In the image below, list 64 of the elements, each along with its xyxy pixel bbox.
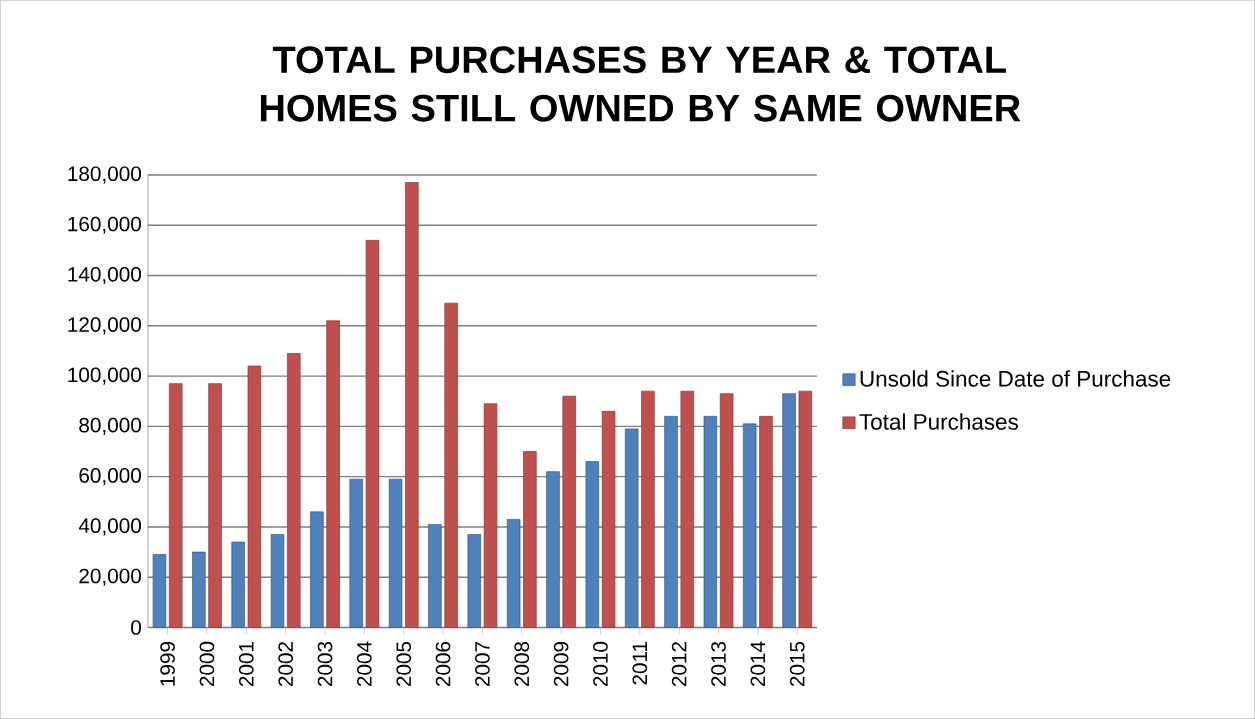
x-tick-label: 2005 (396, 641, 412, 687)
x-tick-label: 2010 (593, 641, 608, 687)
bar (231, 541, 245, 628)
bar (703, 416, 718, 628)
legend-label: Unsold Since Date of Purchase (860, 370, 1171, 387)
bar (152, 554, 167, 628)
x-tick-label: 2003 (317, 641, 333, 687)
bar (798, 390, 813, 628)
bar (664, 416, 678, 628)
x-tick-label: 2007 (475, 642, 490, 687)
bar (680, 390, 695, 628)
x-tick-label: 2002 (278, 642, 293, 687)
y-tick-label: 0 (131, 620, 142, 635)
bar (506, 519, 521, 628)
bar (310, 511, 324, 628)
bar (365, 240, 380, 628)
bar (405, 182, 419, 628)
x-tick-label: 2012 (671, 642, 687, 687)
bar (270, 534, 285, 628)
x-tick-label: 2006 (435, 641, 451, 687)
y-tick-label: 60,000 (79, 468, 141, 486)
x-tick-label: 2009 (553, 642, 569, 687)
bar (247, 365, 262, 628)
x-tick-label: 2015 (789, 641, 805, 687)
x-tick-label: 2008 (514, 641, 530, 687)
bar (601, 411, 616, 628)
y-tick-label: 180,000 (68, 166, 141, 184)
bar (192, 551, 206, 628)
bar (483, 403, 498, 628)
bar (388, 478, 403, 628)
bar (428, 524, 442, 628)
bar (641, 390, 655, 628)
y-tick-label: 140,000 (68, 267, 141, 285)
x-tick-label: 1999 (160, 642, 175, 686)
bar (467, 534, 482, 628)
y-tick-label: 40,000 (78, 518, 141, 536)
bar (349, 478, 363, 628)
bar (208, 383, 222, 628)
legend-label: Total Purchases (859, 413, 1019, 430)
x-tick-label: 2001 (238, 642, 254, 687)
chart-title: TOTAL PURCHASES BY YEAR & TOTAL HOMES STILL OWNED BY SAME OWNER (260, 46, 1021, 122)
y-tick-label: 120,000 (68, 317, 141, 335)
bar (444, 302, 458, 628)
bar (719, 393, 734, 628)
x-tick-label: 2014 (750, 641, 766, 687)
y-tick-label: 160,000 (68, 216, 141, 234)
bar (546, 471, 560, 628)
bar (168, 383, 183, 628)
x-tick-label: 2013 (711, 641, 726, 687)
bar (759, 416, 773, 628)
bar (624, 428, 639, 628)
bar (782, 393, 796, 628)
y-tick-label: 20,000 (79, 568, 141, 586)
x-tick-label: 2000 (199, 641, 215, 687)
bar (523, 451, 537, 628)
bar (585, 461, 600, 628)
bar (562, 395, 576, 628)
y-tick-label: 100,000 (68, 367, 141, 385)
y-tick-label: 80,000 (79, 417, 141, 436)
bar (742, 423, 757, 628)
x-tick-label: 2004 (357, 641, 372, 687)
x-tick-label: 2011 (632, 642, 648, 685)
bar (326, 320, 340, 628)
bar (287, 353, 301, 628)
